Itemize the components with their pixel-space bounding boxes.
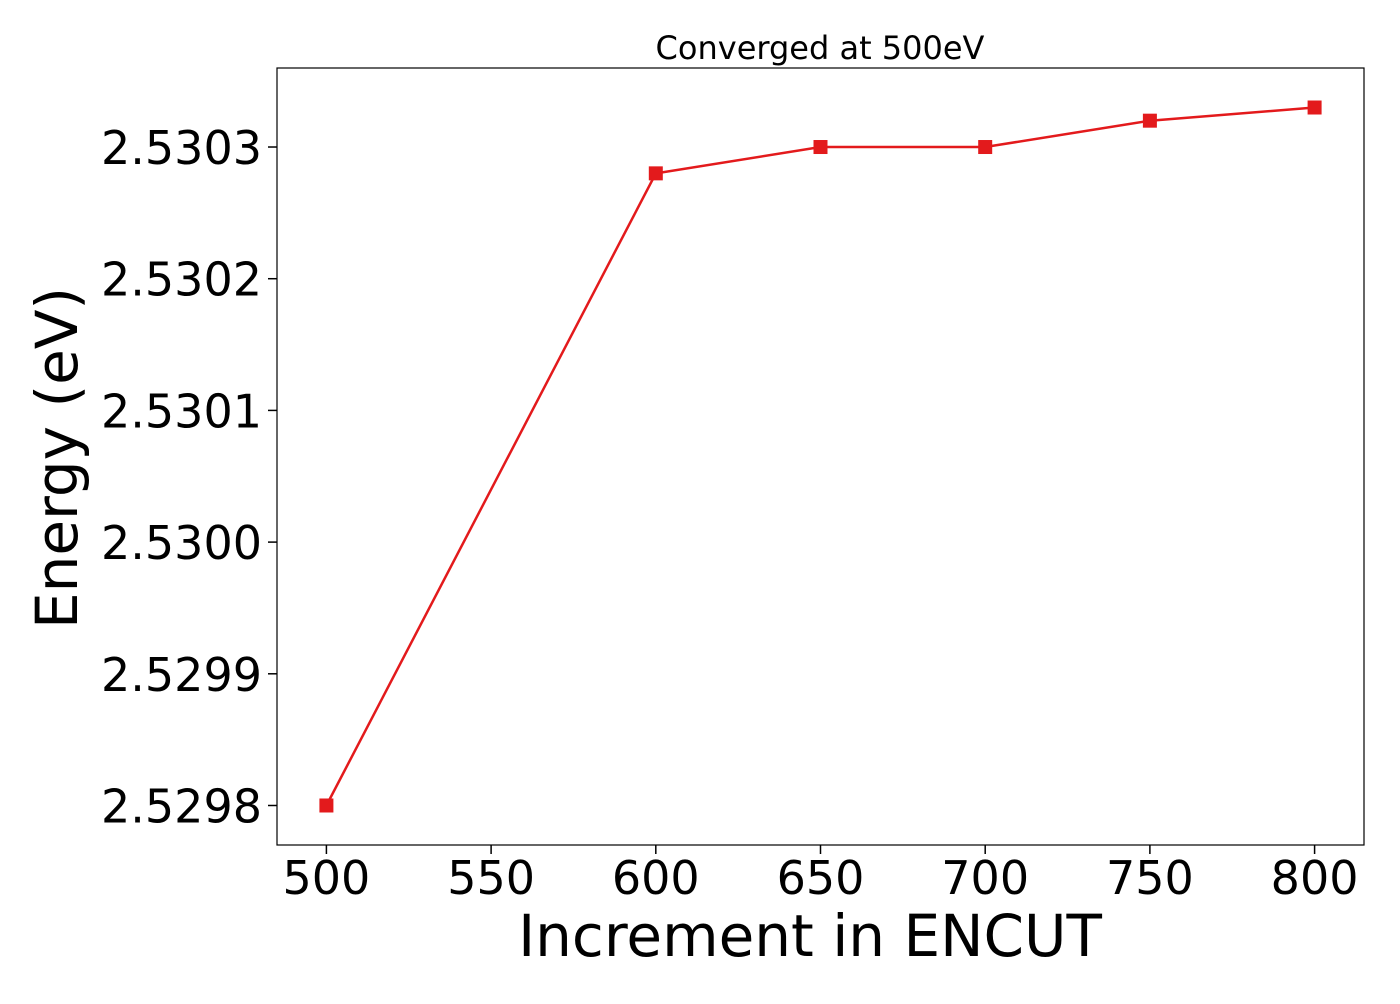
plot-frame: [276, 67, 1365, 846]
x-tick-label: 800: [1271, 851, 1359, 905]
data-point-marker: [648, 166, 663, 181]
x-axis-ticks: 500 550 600 650 700 750 800: [283, 845, 1359, 905]
x-tick-label: 500: [283, 851, 371, 905]
data-point-marker: [978, 140, 993, 155]
y-tick-label: 2.5303: [101, 121, 262, 175]
data-point-marker: [1142, 113, 1157, 128]
x-tick-label: 750: [1106, 851, 1194, 905]
data-point-marker: [813, 140, 828, 155]
y-tick-label: 2.5301: [101, 384, 262, 438]
y-tick-label: 2.5299: [101, 648, 262, 702]
chart-title: Converged at 500eV: [656, 29, 985, 67]
x-tick-label: 650: [777, 851, 865, 905]
series-line: [325, 106, 1315, 807]
data-point-marker: [319, 798, 334, 813]
data-point-marker: [1307, 100, 1322, 115]
y-tick-label: 2.5300: [101, 516, 262, 570]
y-axis-label: Energy (eV): [23, 287, 91, 629]
series-layer: [319, 100, 1322, 813]
x-tick-label: 600: [612, 851, 700, 905]
y-tick-label: 2.5302: [101, 253, 262, 307]
x-tick-label: 550: [447, 851, 535, 905]
y-axis-ticks: 2.5298 2.5299 2.5300 2.5301 2.5302 2.5303: [101, 121, 277, 833]
y-tick-label: 2.5298: [101, 779, 262, 833]
x-axis-label: Increment in ENCUT: [518, 902, 1102, 970]
x-tick-label: 700: [941, 851, 1029, 905]
